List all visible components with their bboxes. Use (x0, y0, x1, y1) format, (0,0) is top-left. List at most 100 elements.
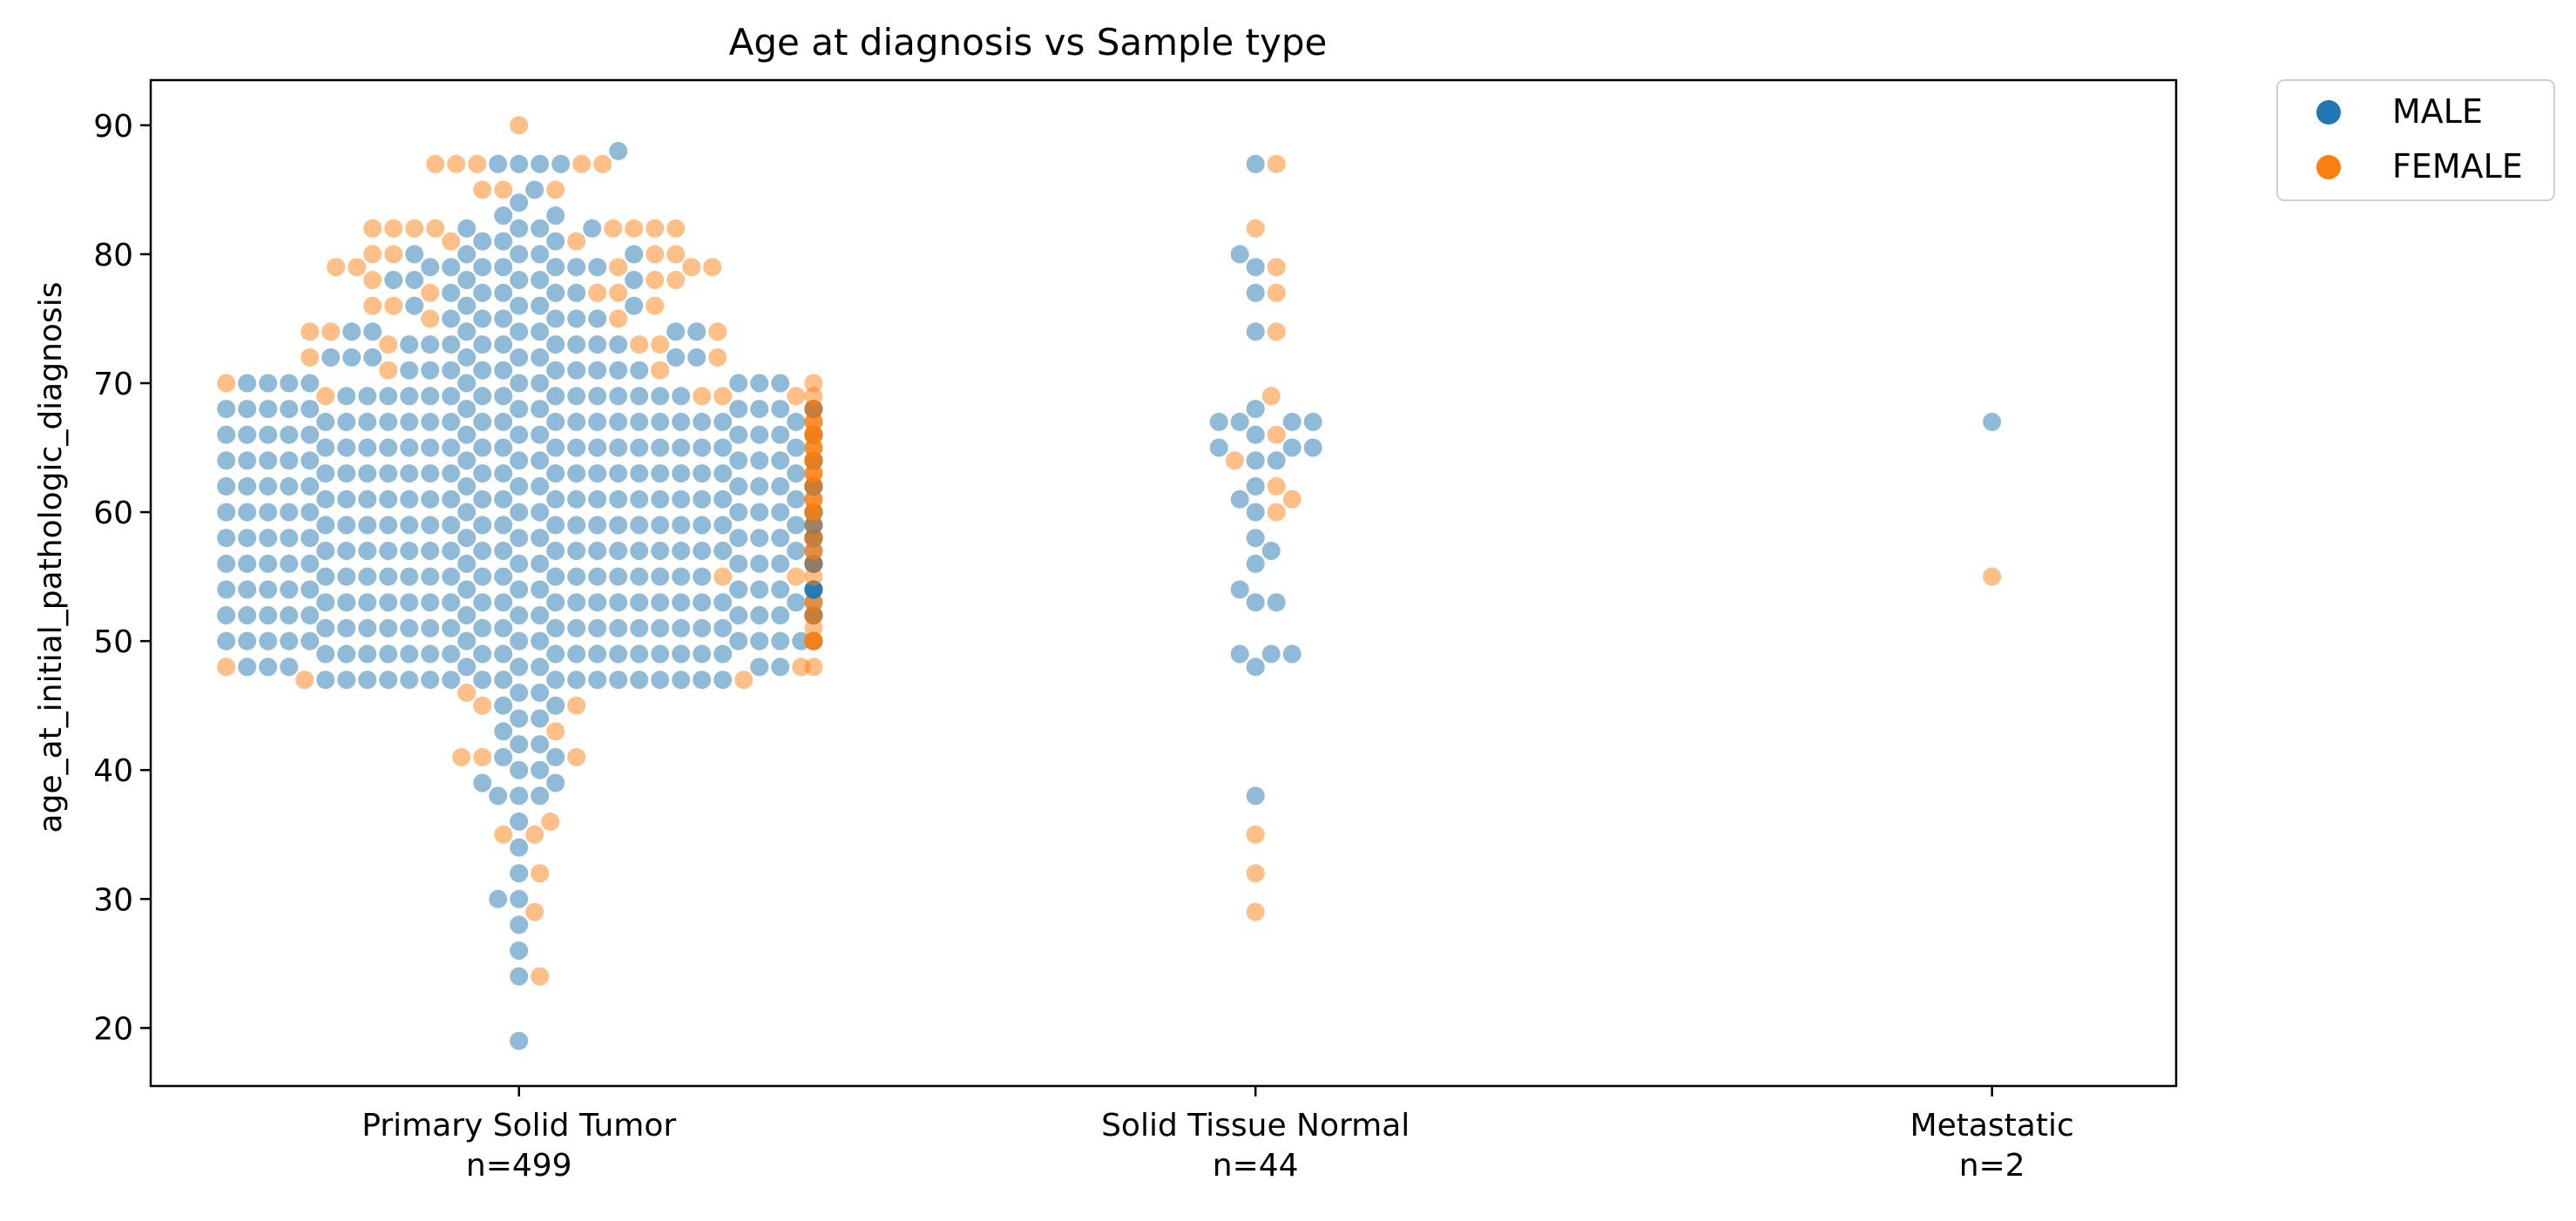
male-point (531, 709, 550, 728)
male-point (358, 489, 377, 509)
y-tick-label: 40 (93, 753, 133, 789)
male-point (217, 451, 236, 470)
male-point (217, 476, 236, 496)
male-point (588, 387, 607, 406)
male-point (510, 812, 529, 831)
male-point (588, 412, 607, 431)
male-point (301, 606, 320, 624)
male-point (473, 309, 492, 328)
male-point (442, 618, 461, 637)
male-point (473, 258, 492, 277)
male-point (588, 438, 607, 457)
male-point (316, 412, 335, 431)
female-point (708, 347, 727, 367)
male-point (473, 489, 492, 509)
male-point (510, 554, 529, 573)
male-point (337, 464, 356, 483)
male-point (510, 347, 529, 367)
male-point (1246, 554, 1265, 573)
male-point (750, 606, 769, 624)
male-point (750, 451, 769, 470)
male-point (473, 542, 492, 560)
male-point (442, 671, 461, 690)
male-point (750, 503, 769, 522)
male-point (531, 322, 550, 341)
y-tick-label: 20 (93, 1011, 133, 1047)
male-point (489, 889, 508, 908)
male-point (316, 542, 335, 560)
female-point (572, 154, 592, 173)
male-point (630, 593, 649, 612)
male-point (405, 271, 424, 289)
male-point (280, 451, 299, 470)
male-point (531, 529, 550, 548)
male-point (337, 387, 356, 406)
male-point (301, 425, 320, 444)
male-point (510, 786, 529, 806)
female-point (494, 825, 513, 844)
male-point (1246, 258, 1265, 277)
male-point (1282, 412, 1302, 431)
male-point (280, 529, 299, 548)
male-point (510, 154, 529, 173)
male-point (457, 580, 477, 599)
male-point (713, 464, 733, 483)
male-point (588, 618, 607, 637)
male-point (713, 438, 733, 457)
male-point (494, 671, 513, 690)
male-point (609, 412, 628, 431)
female-point (327, 258, 346, 277)
male-point (1246, 400, 1265, 419)
female-point (1246, 864, 1265, 883)
male-point (588, 671, 607, 690)
male-point (588, 335, 607, 354)
female-point (609, 309, 628, 328)
male-point (342, 347, 362, 367)
male-point (672, 542, 691, 560)
male-point (494, 309, 513, 328)
male-point (457, 322, 477, 341)
female-point (666, 271, 686, 289)
male-point (771, 658, 790, 677)
male-point (421, 567, 440, 586)
male-point (421, 618, 440, 637)
male-point (280, 503, 299, 522)
male-point (379, 567, 398, 586)
male-point (729, 503, 748, 522)
female-point (1225, 451, 1244, 470)
male-point (651, 412, 670, 431)
male-point (531, 606, 550, 624)
male-point (1282, 438, 1302, 457)
male-point (421, 644, 440, 664)
female-point (804, 542, 823, 560)
female-point (804, 425, 823, 444)
male-point (1209, 412, 1228, 431)
male-point (301, 554, 320, 573)
male-point (1230, 412, 1249, 431)
male-point (473, 618, 492, 637)
male-point (1246, 658, 1265, 677)
male-point (693, 671, 712, 690)
male-point (750, 554, 769, 573)
y-tick-label: 70 (93, 367, 133, 402)
female-point (604, 219, 623, 238)
male-point (588, 516, 607, 535)
male-point (687, 347, 707, 367)
male-point (442, 644, 461, 664)
male-point (771, 400, 790, 419)
male-point (531, 219, 550, 238)
male-point (510, 193, 529, 212)
female-point (321, 322, 341, 341)
male-point (400, 438, 419, 457)
male-point (588, 489, 607, 509)
male-point (546, 335, 565, 354)
male-point (442, 335, 461, 354)
male-point (494, 438, 513, 457)
male-point (666, 347, 686, 367)
male-point (473, 335, 492, 354)
male-point (567, 412, 586, 431)
male-point (729, 476, 748, 496)
female-point (1267, 283, 1286, 302)
y-axis-label: age_at_initial_pathologic_diagnosis (33, 282, 69, 833)
male-point (693, 516, 712, 535)
